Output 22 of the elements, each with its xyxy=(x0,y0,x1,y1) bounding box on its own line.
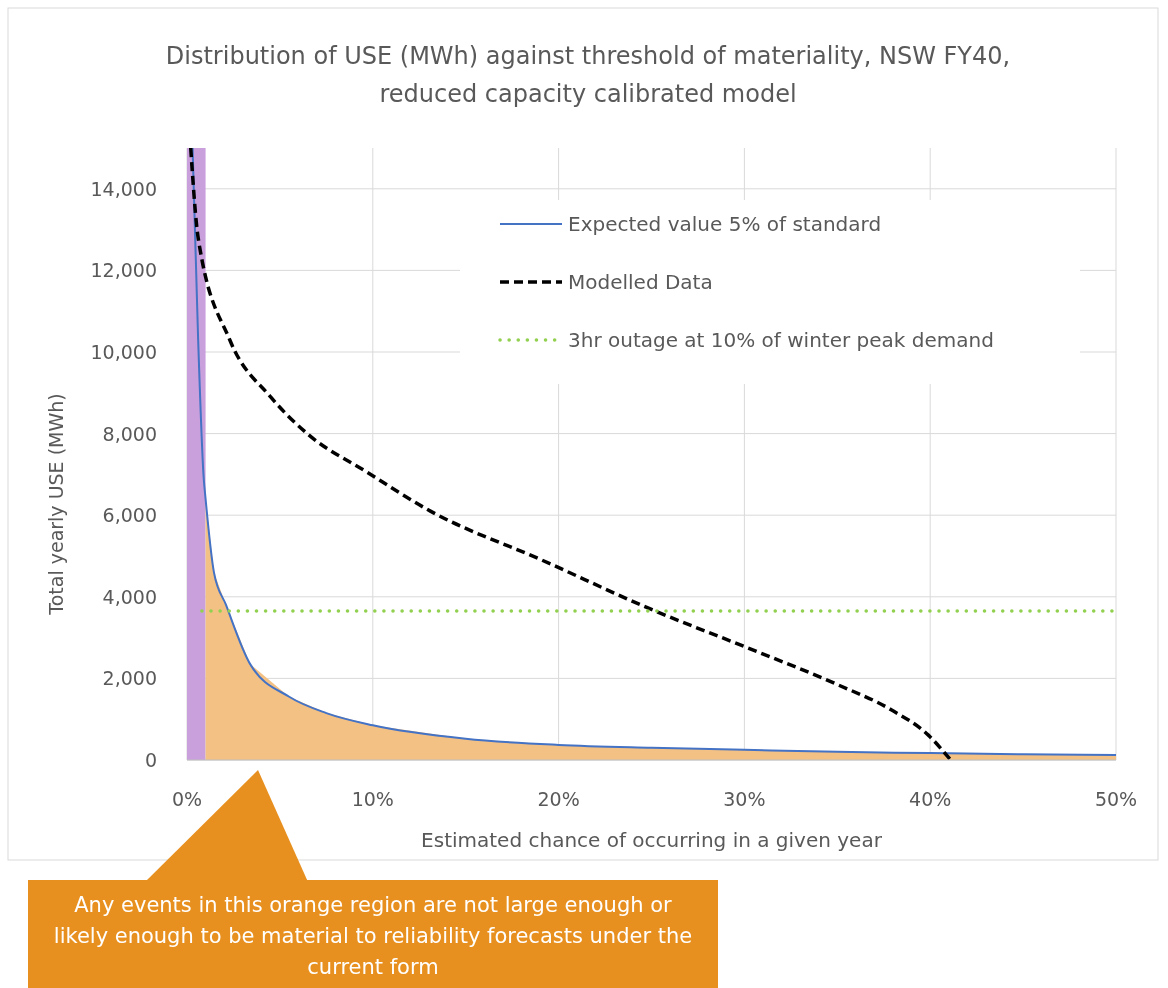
x-tick-label: 10% xyxy=(351,788,394,810)
y-tick-label: 8,000 xyxy=(102,422,157,445)
y-tick-label: 12,000 xyxy=(90,259,157,282)
y-tick-label: 4,000 xyxy=(102,585,157,608)
x-axis-title: Estimated chance of occurring in a given year xyxy=(421,828,883,852)
legend-label: Modelled Data xyxy=(568,270,713,294)
x-tick-label: 50% xyxy=(1094,788,1138,810)
y-tick-label: 2,000 xyxy=(102,667,157,690)
legend-label: Expected value 5% of standard xyxy=(568,212,882,236)
y-tick-label: 6,000 xyxy=(102,504,157,527)
chart-title: Distribution of USE (MWh) against threshold of materiality, NSW FY40, reduced capacity calibrated model xyxy=(165,42,1011,108)
y-tick-label: 10,000 xyxy=(90,341,157,363)
legend-label: 3hr outage at 10% of winter peak demand xyxy=(568,328,994,352)
x-tick-label: 30% xyxy=(723,788,766,810)
line-series xyxy=(191,147,1117,757)
y-tick-label: 14,000 xyxy=(90,177,157,200)
y-axis-title: Total yearly USE (MWh) xyxy=(45,393,67,616)
x-tick-label: 20% xyxy=(537,788,580,810)
text: Any events in this orange region are not large enough or likely enough to be material to reliability forecasts under the current form xyxy=(53,893,693,979)
y-tick-label: 0 xyxy=(144,749,157,771)
x-tick-label: 0% xyxy=(171,788,203,810)
x-tick-label: 40% xyxy=(909,788,952,810)
